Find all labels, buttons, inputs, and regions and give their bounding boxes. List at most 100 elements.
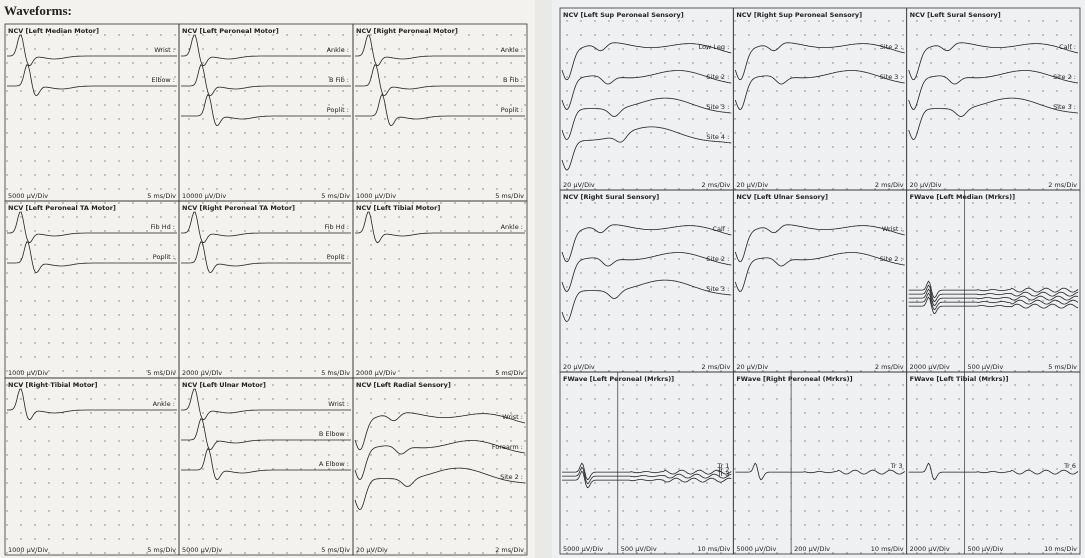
trace-label: Poplit : (327, 106, 349, 114)
panel-title: NCV [Left Peroneal Motor] (182, 27, 279, 35)
trace-label: Calf : (712, 225, 729, 233)
panel-grid (353, 378, 527, 555)
trace-label: Poplit : (501, 106, 523, 114)
trace-label: Ankle : (327, 46, 349, 54)
scale-label: 20 µV/Div (563, 363, 595, 371)
panel-grid (733, 372, 906, 554)
trace-label: Site 3 : (880, 73, 903, 81)
panel-title: FWave [Right Peroneal (Mrkrs)] (736, 375, 852, 383)
trace-label: Site 2 : (500, 473, 523, 481)
scale-label: 500 µV/Div (967, 545, 1003, 553)
trace-label: Low Leg : (699, 43, 730, 51)
scale-label: 500 µV/Div (621, 545, 657, 553)
trace-label: Calf : (1059, 43, 1076, 51)
trace-label: Poplit : (327, 253, 349, 261)
panel-grid (560, 190, 733, 372)
trace-label: Site 2 : (706, 73, 729, 81)
scale-label: 5 ms/Div (495, 369, 524, 377)
panel-grid (560, 8, 733, 190)
panel-title: FWave [Left Median (Mrkrs)] (910, 193, 1015, 201)
trace-label: Fib Hd : (324, 223, 349, 231)
trace-label: Wrist : (154, 46, 175, 54)
scale-label: 5 ms/Div (321, 546, 350, 554)
scale-label: 10000 µV/Div (182, 192, 226, 200)
scale-label: 2 ms/Div (702, 363, 731, 371)
trace-label: Site 2 : (706, 255, 729, 263)
panel-grid (733, 8, 906, 190)
scale-label: 5 ms/Div (147, 192, 176, 200)
scale-label: 1000 µV/Div (8, 546, 48, 554)
scale-label: 10 ms/Div (1044, 545, 1077, 553)
scale-label: 5000 µV/Div (8, 192, 48, 200)
trace-label: Site 3 : (1053, 103, 1076, 111)
scale-label: 5 ms/Div (147, 546, 176, 554)
panel-title: NCV [Left Peroneal TA Motor] (8, 204, 116, 212)
trace-label: Elbow : (151, 76, 175, 84)
scale-label: 20 µV/Div (910, 181, 942, 189)
trace-label: Fib Hd : (150, 223, 175, 231)
trace-label: Site 3 : (706, 285, 729, 293)
trace-label: Wrist : (882, 225, 903, 233)
scale-label: 20 µV/Div (563, 181, 595, 189)
trace-label: A Elbow : (319, 460, 349, 468)
trace-label: Tr 6 (1063, 462, 1076, 470)
scale-label: 2 ms/Div (875, 181, 904, 189)
trace-label: Ankle : (501, 223, 523, 231)
panel-title: NCV [Right Tibial Motor] (8, 381, 97, 389)
scale-label: 20 µV/Div (736, 181, 768, 189)
trace-label: Site 4 : (706, 133, 729, 141)
page: Waveforms: NCV [Left Median Motor] Wrist … (0, 0, 1085, 558)
trace-label: B Elbow : (319, 430, 349, 438)
trace-label: Ankle : (153, 400, 175, 408)
panel-grid (907, 372, 1080, 554)
trace-label: Ankle : (501, 46, 523, 54)
scale-label: 2 ms/Div (1048, 181, 1077, 189)
trace-label: Site 3 : (706, 103, 729, 111)
scale-label: 5000 µV/Div (736, 545, 776, 553)
panel-grid (733, 190, 906, 372)
trace-label: Site 2 : (880, 43, 903, 51)
panel-grid (5, 24, 179, 201)
scale-label: 10 ms/Div (697, 545, 730, 553)
panel-grid (907, 190, 1080, 372)
scale-label: 5000 µV/Div (563, 545, 603, 553)
panel-title: NCV [Left Median Motor] (8, 27, 99, 35)
panel-title: NCV [Left Tibial Motor] (356, 204, 440, 212)
panel-title: NCV [Right Sup Peroneal Sensory] (736, 11, 862, 19)
scale-label: 2000 µV/Div (356, 369, 396, 377)
panel-title: NCV [Right Peroneal TA Motor] (182, 204, 295, 212)
scale-label: 1000 µV/Div (356, 192, 396, 200)
scale-label: 2 ms/Div (875, 363, 904, 371)
panel-title: NCV [Right Peroneal Motor] (356, 27, 458, 35)
trace-label: Forearm : (492, 443, 523, 451)
trace-label: Wrist : (502, 413, 523, 421)
trace-label: Tr 3 (890, 462, 903, 470)
scale-label: 2 ms/Div (495, 546, 524, 554)
panel-title: FWave [Left Tibial (Mrkrs)] (910, 375, 1009, 383)
scale-label: 5 ms/Div (321, 369, 350, 377)
panel-grid (907, 8, 1080, 190)
scale-label: 10 ms/Div (871, 545, 904, 553)
trace-label: Poplit : (153, 253, 175, 261)
scale-label: 5 ms/Div (495, 192, 524, 200)
trace-label: Site 2 : (1053, 73, 1076, 81)
scale-label: 20 µV/Div (736, 363, 768, 371)
trace-label: B Fib : (503, 76, 523, 84)
scale-label: 200 µV/Div (794, 545, 830, 553)
panel-title: NCV [Left Ulnar Motor] (182, 381, 266, 389)
scale-label: 2000 µV/Div (910, 363, 950, 371)
scale-label: 20 µV/Div (356, 546, 388, 554)
page-title: Waveforms: (4, 3, 72, 18)
trace-label: Tr 3 (716, 470, 729, 478)
trace-label: Wrist : (328, 400, 349, 408)
scale-label: 5 ms/Div (1048, 363, 1077, 371)
scale-label: 1000 µV/Div (8, 369, 48, 377)
scale-label: 2000 µV/Div (910, 545, 950, 553)
panel-title: NCV [Right Sural Sensory] (563, 193, 659, 201)
scale-label: 5 ms/Div (321, 192, 350, 200)
panel-title: NCV [Left Ulnar Sensory] (736, 193, 828, 201)
scale-label: 5000 µV/Div (182, 546, 222, 554)
trace-label: B Fib : (329, 76, 349, 84)
trace-label: Site 2 : (880, 255, 903, 263)
panel-grid (560, 372, 733, 554)
